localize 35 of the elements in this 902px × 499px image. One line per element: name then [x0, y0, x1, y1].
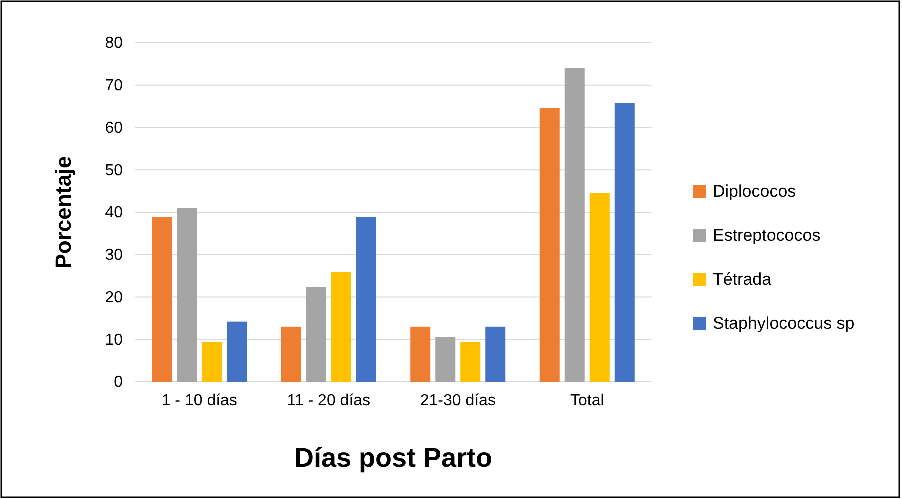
y-tick-label: 40	[105, 204, 124, 222]
y-tick-label: 20	[105, 289, 124, 306]
bar	[152, 217, 172, 382]
legend-label: Staphylococcus sp	[713, 314, 855, 333]
x-tick-label: 11 - 20 días	[287, 392, 371, 410]
legend-label: Diplococos	[713, 182, 796, 201]
bar	[436, 337, 456, 382]
bar	[331, 272, 352, 382]
bar	[227, 322, 248, 382]
y-tick-label: 70	[105, 77, 124, 94]
bar	[410, 326, 431, 382]
x-tick-label: 21-30 días	[420, 392, 496, 410]
y-tick-label: 10	[105, 332, 124, 349]
bar	[486, 326, 506, 382]
y-axis-title: Porcentaje	[51, 156, 76, 269]
bar	[564, 68, 585, 382]
y-tick-label: 80	[105, 35, 124, 52]
bar	[356, 217, 376, 382]
bar	[281, 326, 302, 382]
y-tick-label: 60	[105, 120, 124, 137]
bar	[460, 342, 481, 382]
y-tick-label: 30	[105, 246, 124, 264]
bar	[540, 108, 560, 382]
bar	[177, 208, 198, 382]
legend-label: Tétrada	[713, 270, 772, 289]
x-tick-label: 1 - 10 días	[162, 392, 238, 410]
bar	[306, 287, 326, 382]
legend-label: Estreptococos	[713, 226, 821, 245]
y-tick-label: 50	[105, 162, 124, 180]
bar	[202, 342, 222, 382]
x-axis-title: Días post Parto	[294, 443, 493, 473]
bar	[590, 193, 610, 382]
x-tick-label: Total	[570, 392, 604, 410]
y-tick-label: 0	[114, 374, 124, 392]
bar	[614, 103, 635, 382]
